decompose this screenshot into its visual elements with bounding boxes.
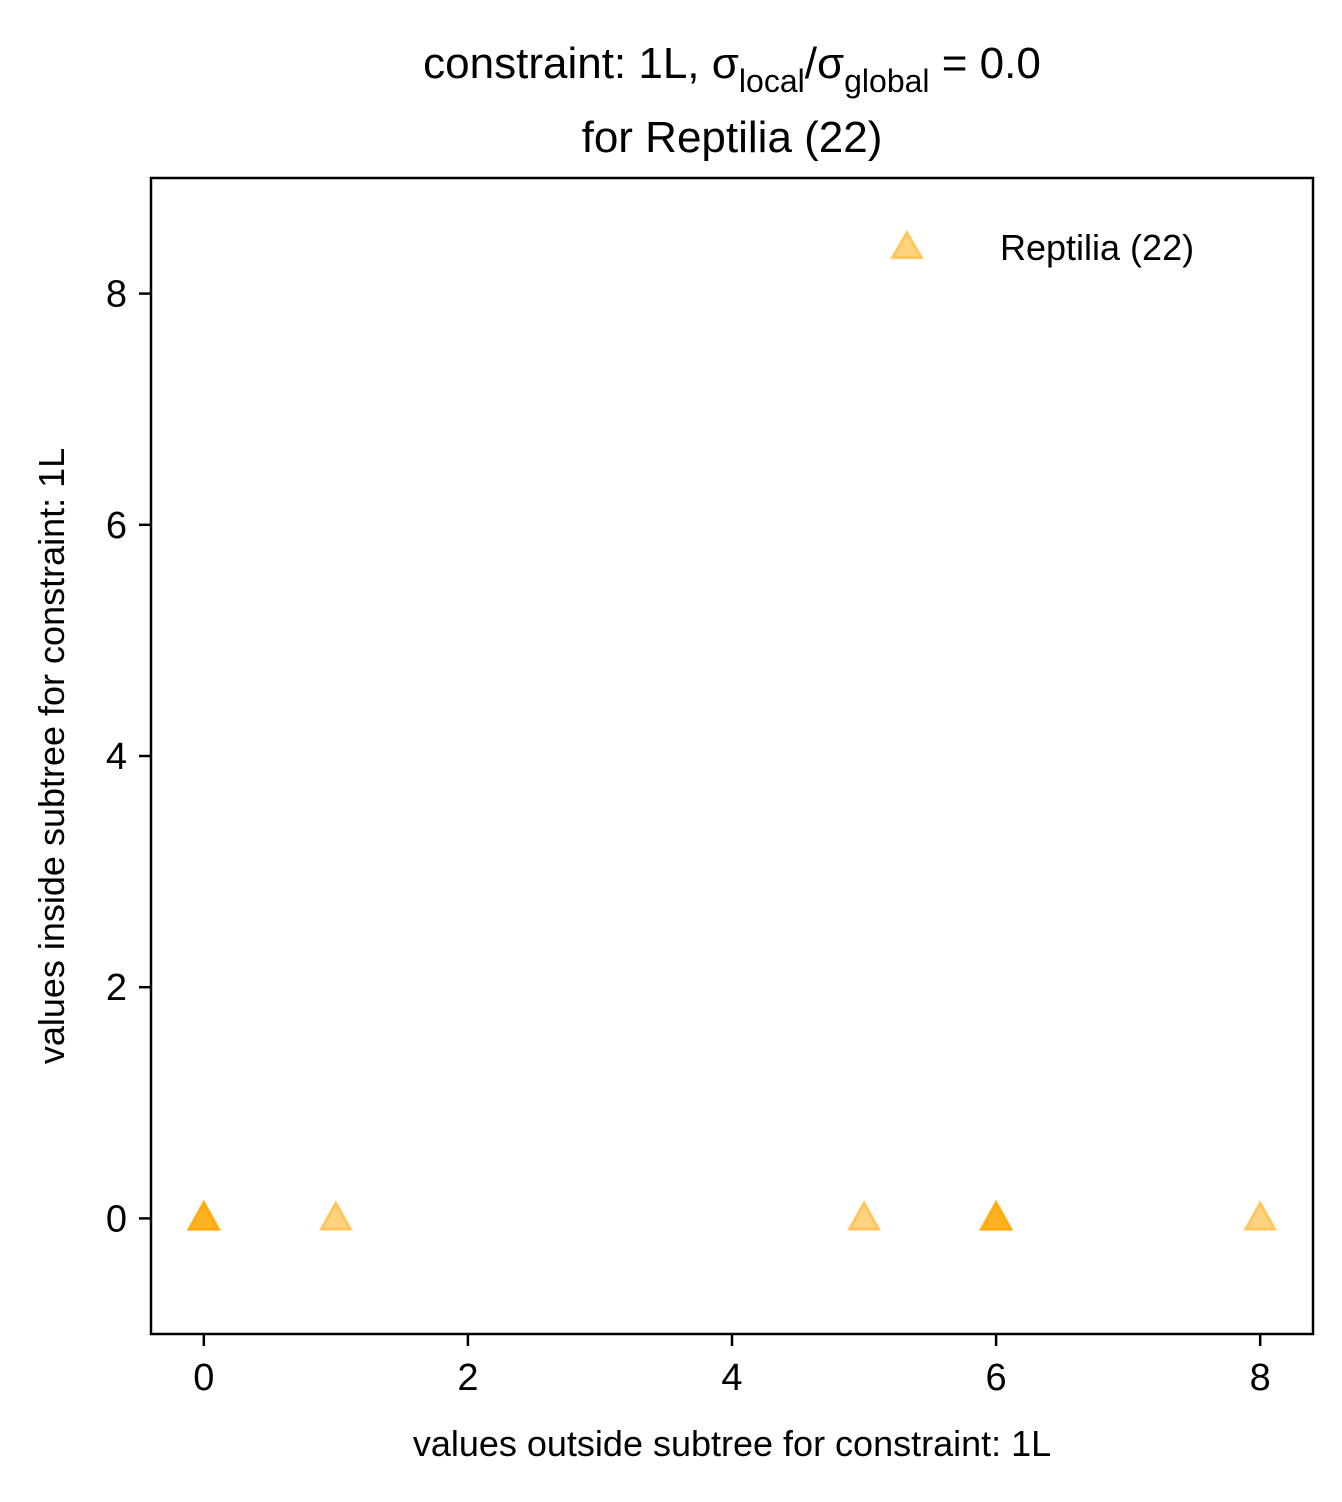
chart-title-line-2: for Reptilia (22) [582, 113, 883, 162]
chart-title-slash: /σ [805, 39, 844, 88]
y-tick-label: 2 [106, 967, 127, 1009]
chart-title-subscript-local: local [739, 63, 805, 99]
x-tick-label: 6 [986, 1357, 1007, 1399]
y-tick-label: 6 [106, 505, 127, 547]
data-point-marker [978, 1199, 1014, 1231]
x-axis-label: values outside subtree for constraint: 1… [413, 1423, 1051, 1464]
data-point-marker [846, 1199, 882, 1231]
plot-frame [149, 176, 1315, 1336]
chart-title-suffix: = 0.0 [930, 39, 1041, 88]
chart-title-prefix: constraint: 1L, σ [423, 39, 739, 88]
legend-marker-reptilia [889, 229, 925, 260]
y-tick-label: 0 [106, 1198, 127, 1240]
legend-label-reptilia: Reptilia (22) [1000, 227, 1194, 268]
data-point-marker [186, 1199, 221, 1231]
y-axis-label: values inside subtree for constraint: 1L [31, 448, 72, 1064]
x-tick-label: 8 [1250, 1357, 1271, 1399]
chart-title-subscript-global: global [844, 63, 929, 99]
data-point-marker [1243, 1199, 1278, 1231]
x-tick-label: 4 [721, 1357, 742, 1399]
y-tick-label: 4 [106, 736, 127, 778]
plot-area: 0 2 4 6 8 0 2 4 6 8 [106, 274, 1278, 1399]
legend: Reptilia (22) [889, 227, 1194, 268]
y-tick-label: 8 [106, 274, 127, 316]
x-tick-label: 2 [457, 1357, 478, 1399]
data-point-marker [318, 1199, 353, 1231]
chart-title-line-1: constraint: 1L, σlocal/σglobal = 0.0 [423, 39, 1041, 99]
x-tick-label: 0 [193, 1357, 214, 1399]
